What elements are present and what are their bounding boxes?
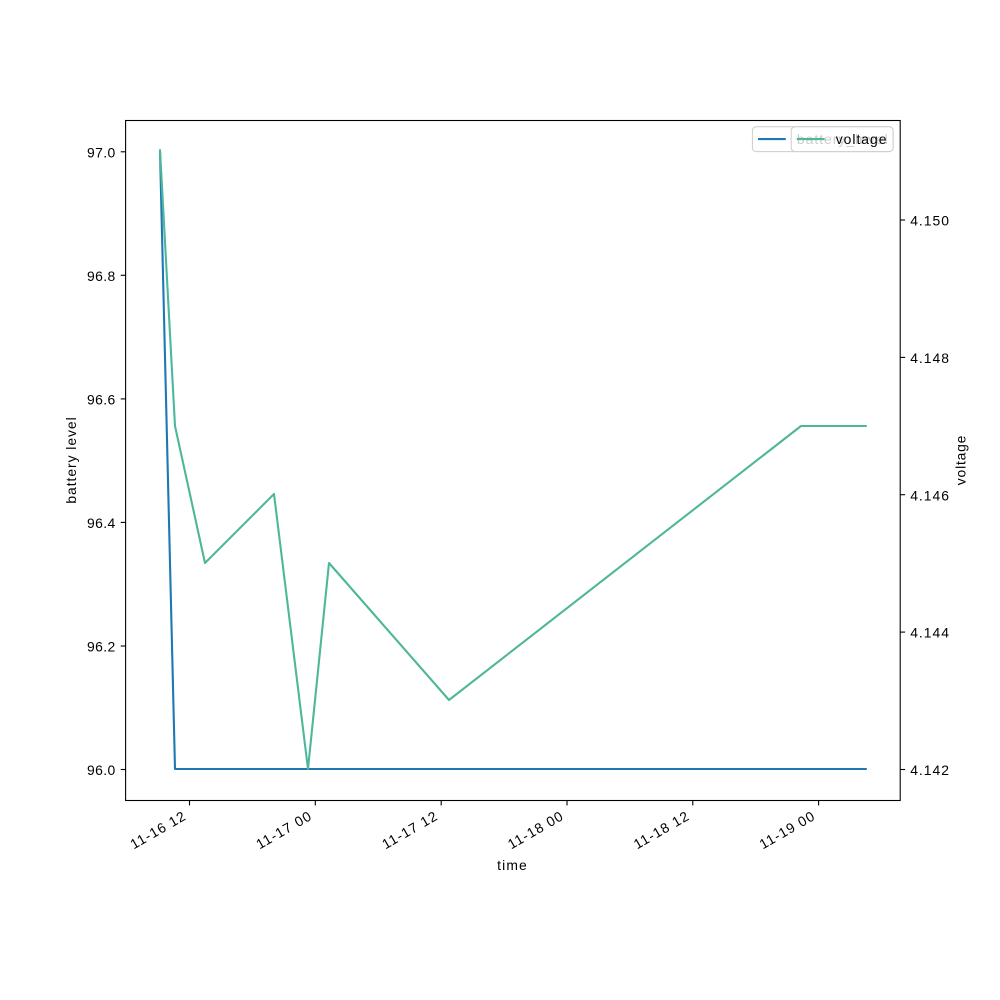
svg-text:voltage: voltage — [836, 131, 888, 147]
svg-text:4.142: 4.142 — [910, 762, 950, 778]
svg-text:96.0: 96.0 — [87, 762, 116, 778]
svg-text:4.148: 4.148 — [910, 350, 950, 366]
svg-text:96.2: 96.2 — [87, 639, 116, 655]
svg-text:96.4: 96.4 — [87, 515, 116, 531]
svg-text:4.144: 4.144 — [910, 625, 950, 641]
svg-text:4.150: 4.150 — [910, 213, 950, 229]
svg-text:96.6: 96.6 — [87, 391, 116, 407]
svg-text:4.146: 4.146 — [910, 487, 950, 503]
svg-text:96.8: 96.8 — [87, 268, 116, 284]
svg-text:voltage: voltage — [953, 435, 969, 485]
svg-text:battery level: battery level — [63, 416, 79, 503]
svg-text:time: time — [497, 857, 528, 873]
svg-text:97.0: 97.0 — [87, 144, 116, 160]
